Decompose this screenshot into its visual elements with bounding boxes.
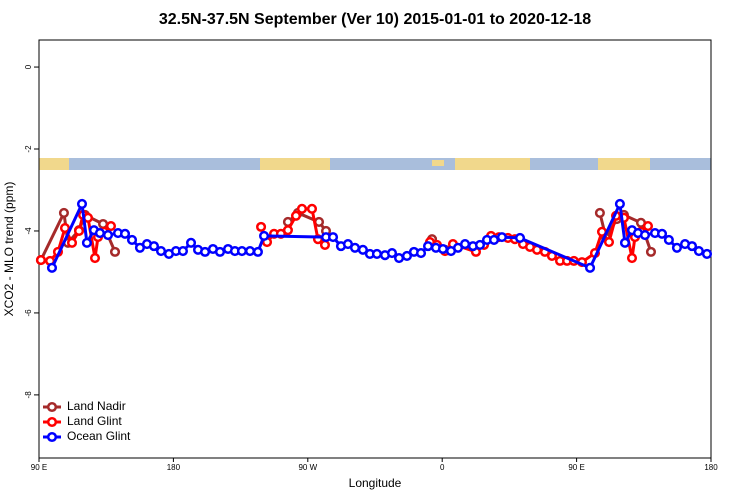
point <box>98 218 109 230</box>
legend-marker <box>46 401 58 413</box>
legend-label: Land Nadir <box>67 399 126 413</box>
legend-marker <box>46 431 58 443</box>
point <box>327 232 339 243</box>
point <box>437 243 448 255</box>
point <box>200 246 211 257</box>
point <box>663 234 674 246</box>
point <box>474 239 486 250</box>
point <box>76 198 88 209</box>
y-axis-label: XCO2 - MLO trend (ppm) <box>2 182 16 317</box>
x-tick-label: 0 <box>440 463 445 472</box>
point <box>282 225 293 236</box>
point <box>126 234 138 246</box>
point <box>349 242 361 253</box>
point <box>290 210 302 221</box>
point <box>256 221 267 232</box>
point <box>459 239 471 250</box>
point <box>393 252 405 264</box>
point <box>252 246 263 257</box>
point <box>296 203 308 214</box>
point <box>488 234 500 246</box>
point <box>244 245 256 257</box>
x-tick-label: 180 <box>167 463 181 472</box>
point <box>415 248 427 259</box>
point <box>422 241 434 252</box>
point <box>386 248 398 259</box>
point <box>693 245 704 257</box>
point <box>58 207 69 218</box>
point <box>642 221 654 232</box>
x-axis-label: Longitude <box>349 476 402 490</box>
point <box>258 230 270 241</box>
point <box>109 246 121 257</box>
point <box>89 252 101 264</box>
point <box>35 255 46 266</box>
point <box>639 230 651 241</box>
point <box>236 245 247 257</box>
point <box>584 262 596 273</box>
point <box>656 228 668 239</box>
x-tick-label: 90 W <box>298 463 317 472</box>
point <box>306 203 318 214</box>
point <box>119 228 131 239</box>
plot-frame <box>38 39 712 459</box>
point <box>671 242 683 253</box>
point <box>177 245 189 257</box>
legend-label: Land Glint <box>67 414 122 428</box>
point <box>401 250 413 262</box>
legend-label: Ocean Glint <box>67 429 131 443</box>
point <box>614 198 625 209</box>
point <box>626 252 638 264</box>
chart-title: 32.5N-37.5N September (Ver 10) 2015-01-0… <box>159 11 591 28</box>
point <box>102 230 114 241</box>
point <box>73 225 85 237</box>
map-strip <box>39 158 711 170</box>
point <box>185 237 197 248</box>
point <box>619 237 631 248</box>
point <box>496 232 507 243</box>
point <box>594 207 605 218</box>
legend-marker <box>46 416 58 428</box>
point <box>603 236 615 248</box>
point <box>81 237 92 248</box>
y-tick-label: -6 <box>24 309 33 317</box>
point <box>59 223 71 234</box>
point <box>105 221 117 232</box>
point <box>645 246 657 257</box>
y-tick-label: -4 <box>24 227 33 235</box>
point <box>514 232 526 243</box>
x-tick-label: 180 <box>704 463 718 472</box>
point <box>46 262 58 273</box>
point <box>66 237 78 248</box>
y-tick-label: -8 <box>24 391 33 399</box>
y-tick-label: -2 <box>24 145 33 153</box>
point <box>155 245 167 257</box>
point <box>214 246 226 257</box>
x-tick-label: 90 E <box>568 463 584 472</box>
y-tick-label: 0 <box>24 64 33 69</box>
point <box>686 241 698 252</box>
point <box>148 241 160 252</box>
point <box>371 248 382 259</box>
point <box>357 244 368 255</box>
x-tick-label: 90 E <box>31 463 47 472</box>
point <box>319 239 331 250</box>
point <box>701 248 713 259</box>
point <box>94 227 105 239</box>
